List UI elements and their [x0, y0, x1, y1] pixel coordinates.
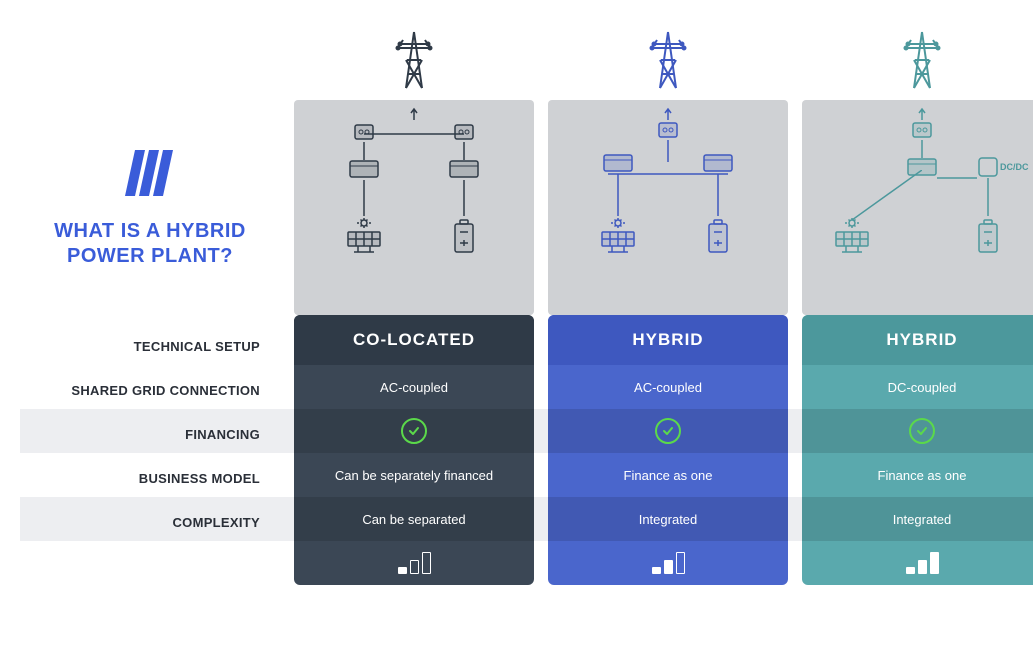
- complexity-bars: [398, 552, 431, 574]
- row-label-business: BUSINESS MODEL: [20, 456, 280, 500]
- complexity-bar: [676, 552, 685, 574]
- check-icon: [655, 418, 681, 444]
- cell-business: Integrated: [548, 497, 788, 541]
- cell-technical: AC-coupled: [548, 365, 788, 409]
- cell-financing: Finance as one: [802, 453, 1033, 497]
- dcdc-label: DC/DC: [1000, 162, 1029, 172]
- cell-financing: Can be separately financed: [294, 453, 534, 497]
- diagram-co-located: [294, 100, 534, 315]
- title-line-2: POWER PLANT?: [67, 245, 233, 267]
- cell-complexity: [294, 541, 534, 585]
- main-title: WHAT IS A HYBRID POWER PLANT?: [20, 219, 280, 269]
- tower-icon: [902, 30, 942, 95]
- cell-technical: DC-coupled: [802, 365, 1033, 409]
- complexity-bar: [410, 560, 419, 574]
- column-header: HYBRID: [802, 315, 1033, 365]
- diagram-hybrid-dc: DC/DC: [802, 100, 1033, 315]
- complexity-bars: [906, 552, 939, 574]
- complexity-bar: [422, 552, 431, 574]
- complexity-bar: [930, 552, 939, 574]
- complexity-bar: [664, 560, 673, 574]
- diagram-inner-2: DC/DC: [802, 100, 1033, 315]
- grid-wrapper: WHAT IS A HYBRID POWER PLANT? TECHNICAL …: [20, 20, 1013, 585]
- row-label-complexity: COMPLEXITY: [20, 500, 280, 544]
- check-icon: [401, 418, 427, 444]
- diagram-inner-0: [294, 100, 534, 315]
- column-hybrid-dc: HYBRID DC-coupled Finance as one Integra…: [802, 315, 1033, 585]
- complexity-bar: [906, 567, 915, 574]
- column-co-located: CO-LOCATED AC-coupled Can be separately …: [294, 315, 534, 585]
- cell-financing: Finance as one: [548, 453, 788, 497]
- row-label-financing: FINANCING: [20, 412, 280, 456]
- row-label-technical: TECHNICAL SETUP: [20, 324, 280, 368]
- row-labels: TECHNICAL SETUP SHARED GRID CONNECTION F…: [20, 324, 280, 544]
- tower-icon: [394, 30, 434, 95]
- cell-grid: [294, 409, 534, 453]
- complexity-bar: [918, 560, 927, 574]
- complexity-bar: [652, 567, 661, 574]
- column-header: HYBRID: [548, 315, 788, 365]
- cell-grid: [548, 409, 788, 453]
- cell-complexity: [548, 541, 788, 585]
- cell-business: Can be separated: [294, 497, 534, 541]
- diagram-inner-1: [548, 100, 788, 315]
- complexity-bars: [652, 552, 685, 574]
- cell-grid: [802, 409, 1033, 453]
- cell-technical: AC-coupled: [294, 365, 534, 409]
- cell-complexity: [802, 541, 1033, 585]
- tower-icon: [648, 30, 688, 95]
- column-header: CO-LOCATED: [294, 315, 534, 365]
- infographic-root: WHAT IS A HYBRID POWER PLANT? TECHNICAL …: [20, 20, 1013, 585]
- cell-business: Integrated: [802, 497, 1033, 541]
- row-label-grid: SHARED GRID CONNECTION: [20, 368, 280, 412]
- check-icon: [909, 418, 935, 444]
- sidebar: WHAT IS A HYBRID POWER PLANT? TECHNICAL …: [20, 20, 280, 585]
- complexity-bar: [398, 567, 407, 574]
- logo-icon: [125, 150, 280, 201]
- title-line-1: WHAT IS A HYBRID: [54, 220, 246, 242]
- diagram-hybrid-ac: [548, 100, 788, 315]
- column-hybrid-ac: HYBRID AC-coupled Finance as one Integra…: [548, 315, 788, 585]
